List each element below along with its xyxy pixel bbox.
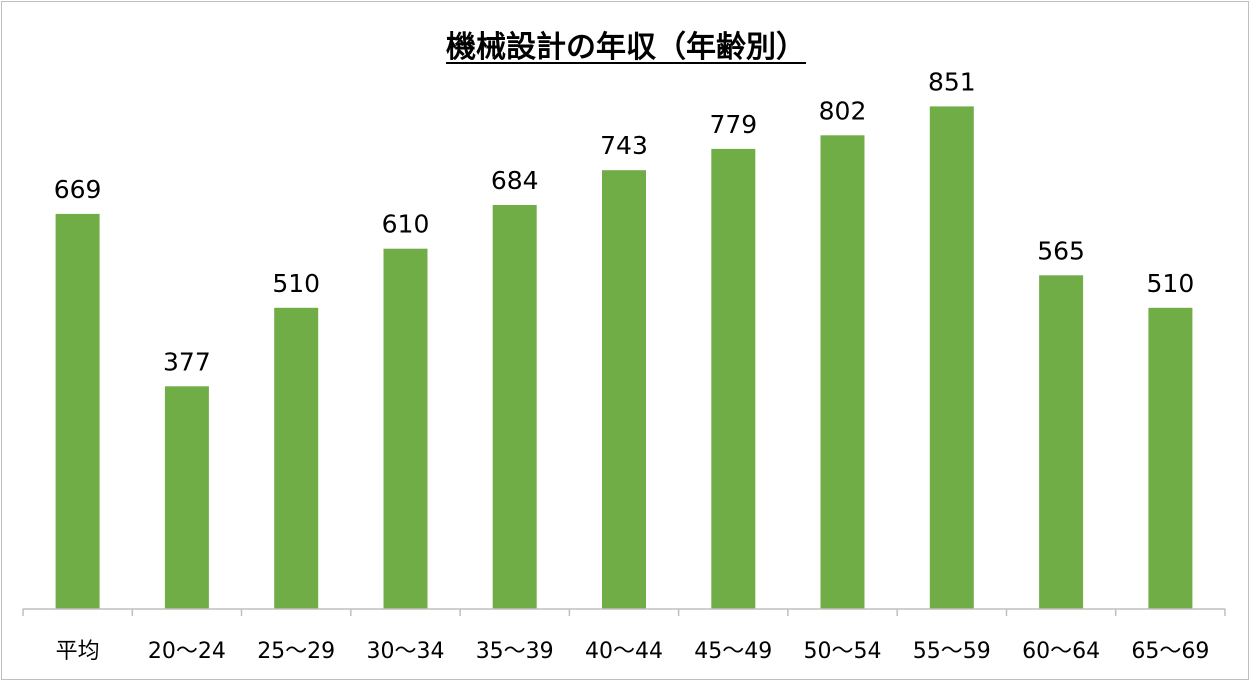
data-label-8: 851	[928, 67, 976, 96]
chart-title-wrap: 機械設計の年収（年齢別）	[0, 22, 1252, 66]
x-tick-label-4: 35〜39	[476, 639, 554, 664]
data-label-4: 684	[491, 166, 539, 195]
bar-3	[383, 248, 428, 609]
value-labels-group: 669 377 510 610 684 743 779 802 851 565 510	[54, 67, 1195, 376]
bar-9	[1039, 275, 1084, 609]
bar-10	[1148, 307, 1193, 609]
bar-1	[164, 386, 209, 609]
x-tick-label-1: 20〜24	[148, 639, 226, 664]
data-label-6: 779	[709, 110, 757, 139]
data-label-7: 802	[819, 96, 867, 125]
bars-group	[55, 106, 1193, 610]
data-label-5: 743	[600, 131, 648, 160]
bar-2	[274, 307, 319, 609]
data-label-0: 669	[54, 175, 102, 204]
chart-title: 機械設計の年収（年齢別）	[446, 30, 806, 65]
data-label-1: 377	[163, 347, 211, 376]
bar-8	[929, 106, 974, 610]
x-tick-label-7: 50〜54	[804, 639, 882, 664]
x-axis-ticks-group	[22, 609, 1226, 616]
x-tick-label-3: 30〜34	[367, 639, 445, 664]
data-label-9: 565	[1037, 236, 1085, 265]
bar-7	[820, 135, 865, 610]
x-tick-label-5: 40〜44	[585, 639, 663, 664]
bar-5	[602, 170, 646, 609]
data-label-2: 510	[272, 269, 320, 298]
x-tick-label-0: 平均	[56, 639, 100, 664]
x-tick-label-6: 45〜49	[694, 639, 772, 664]
x-tick-label-10: 65〜69	[1131, 639, 1209, 664]
data-label-10: 510	[1147, 269, 1195, 298]
data-label-3: 610	[382, 210, 430, 239]
x-tick-label-9: 60〜64	[1022, 639, 1100, 664]
x-tick-label-8: 55〜59	[913, 639, 991, 664]
bar-0	[55, 213, 100, 609]
bar-4	[492, 205, 537, 609]
bar-6	[711, 148, 756, 609]
x-tick-label-2: 25〜29	[257, 639, 335, 664]
x-axis-tick-labels-group: 平均 20〜24 25〜29 30〜34 35〜39 40〜44 45〜49 50〜54 55〜…	[56, 639, 1210, 664]
